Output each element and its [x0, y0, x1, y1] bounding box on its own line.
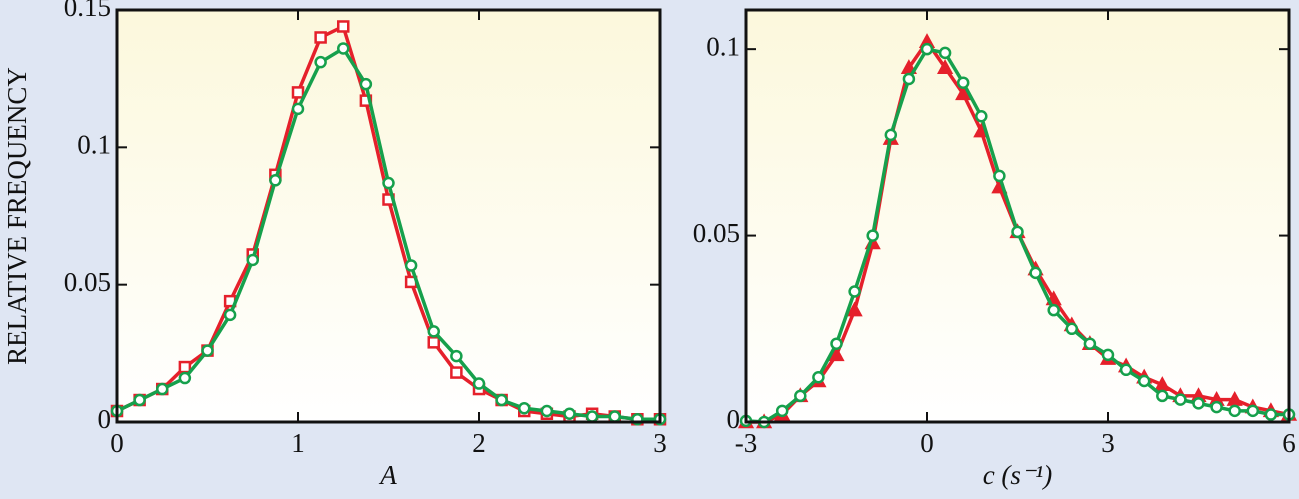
marker [450, 366, 463, 379]
marker [1192, 397, 1205, 410]
y-tick-label: 0.1 [706, 31, 740, 61]
y-tick-label: 0.1 [77, 130, 111, 160]
y-axis-label: RELATIVE FREQUENCY [2, 67, 32, 365]
marker [866, 229, 879, 242]
marker [337, 42, 350, 55]
marker [1246, 404, 1260, 418]
marker [936, 59, 954, 75]
marker [178, 371, 192, 385]
marker [1101, 348, 1115, 362]
marker [246, 253, 259, 267]
marker [848, 285, 861, 298]
marker [382, 176, 395, 190]
marker [955, 85, 972, 101]
marker [359, 77, 373, 91]
marker [269, 174, 282, 187]
marker [563, 407, 576, 421]
y-tick-label: 0.05 [693, 218, 740, 248]
marker [472, 377, 486, 390]
marker [794, 389, 807, 403]
x-tick-label: 3 [653, 428, 667, 458]
marker [1047, 303, 1060, 317]
marker [314, 55, 327, 69]
y-tick-label: 0.05 [64, 267, 111, 297]
marker [427, 325, 440, 338]
marker [902, 72, 916, 86]
marker [291, 102, 305, 116]
x-tick-label: 1 [291, 428, 305, 458]
x-tick-label: -3 [735, 428, 758, 458]
marker [427, 336, 440, 349]
y-tick-label: 0 [727, 404, 741, 434]
marker [956, 76, 970, 89]
marker [1119, 363, 1133, 377]
x-tick-label: 0 [920, 428, 934, 458]
marker [133, 393, 146, 407]
marker [291, 86, 305, 99]
marker [830, 337, 843, 350]
marker [518, 402, 531, 415]
marker [812, 371, 825, 384]
marker [1011, 225, 1024, 239]
marker [223, 308, 237, 322]
marker [993, 169, 1006, 183]
marker [1137, 374, 1151, 388]
marker [540, 404, 554, 418]
marker [1264, 408, 1278, 421]
marker [450, 349, 463, 363]
marker [1029, 266, 1042, 280]
marker [201, 344, 214, 357]
marker [608, 410, 621, 423]
marker [314, 31, 327, 44]
marker [1156, 389, 1169, 403]
marker [1228, 404, 1241, 418]
x-axis-label: c (s⁻¹) [983, 460, 1053, 490]
marker [178, 360, 192, 374]
y-tick-label: 0.15 [64, 0, 111, 22]
marker [1065, 322, 1079, 336]
x-tick-label: 3 [1101, 428, 1115, 458]
marker [495, 393, 508, 407]
marker [404, 259, 418, 272]
marker [1210, 400, 1223, 414]
x-tick-label: 6 [1282, 428, 1296, 458]
marker [1083, 337, 1097, 350]
marker [1174, 393, 1187, 406]
marker [775, 404, 789, 418]
marker [585, 410, 599, 423]
marker [846, 301, 863, 317]
plot-frame [115, 8, 662, 424]
marker [884, 128, 898, 142]
y-tick-label: 0 [98, 404, 112, 434]
marker [156, 382, 169, 396]
x-tick-label: 0 [110, 428, 124, 458]
x-tick-label: 2 [472, 428, 486, 458]
marker [938, 46, 952, 60]
plot-frame [744, 8, 1291, 424]
x-axis-label: A [378, 460, 397, 490]
marker [337, 20, 350, 33]
marker [975, 110, 988, 123]
marker [920, 42, 934, 56]
marker [828, 346, 845, 362]
